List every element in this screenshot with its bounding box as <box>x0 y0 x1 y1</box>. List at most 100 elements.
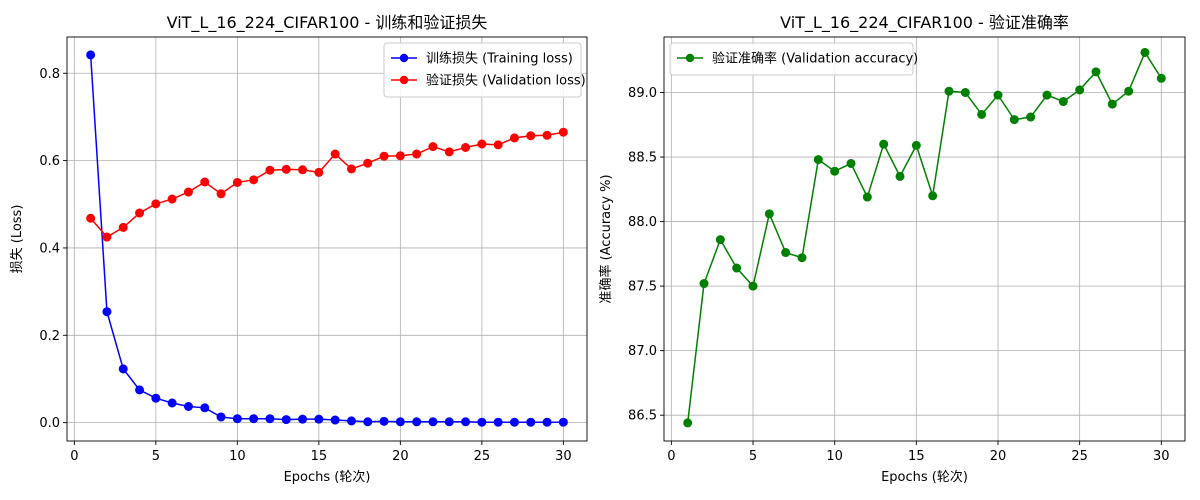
data-point <box>395 417 405 427</box>
data-point <box>748 281 758 291</box>
data-point <box>542 130 552 140</box>
data-point <box>461 417 471 427</box>
data-point <box>346 164 356 174</box>
y-tick-label: 88.0 <box>628 215 657 230</box>
data-point <box>1124 86 1134 96</box>
data-point <box>1107 99 1117 109</box>
data-point <box>558 417 568 427</box>
data-point <box>346 416 356 426</box>
data-point <box>960 88 970 98</box>
data-point <box>249 414 259 424</box>
y-tick-label: 0.8 <box>39 67 60 82</box>
data-point <box>444 417 454 427</box>
data-point <box>477 139 487 149</box>
chart-title: ViT_L_16_224_CIFAR100 - 验证准确率 <box>780 13 1069 33</box>
data-point <box>509 417 519 427</box>
data-point <box>542 417 552 427</box>
data-point <box>1009 115 1019 125</box>
y-tick-label: 0.6 <box>39 154 60 169</box>
plot-frame <box>663 36 1186 442</box>
y-tick-label: 87.0 <box>628 344 657 359</box>
data-point <box>1026 112 1036 122</box>
x-tick-label: 10 <box>229 449 246 464</box>
y-tick-label: 88.5 <box>628 151 657 166</box>
data-point <box>167 398 177 408</box>
data-point <box>928 191 938 201</box>
data-point <box>830 166 840 176</box>
data-point <box>102 307 112 317</box>
data-point <box>151 393 161 403</box>
data-point <box>444 147 454 157</box>
x-tick-label: 0 <box>70 449 78 464</box>
data-point <box>314 167 324 177</box>
x-tick-label: 25 <box>474 449 491 464</box>
data-point <box>330 415 340 425</box>
data-point <box>526 131 536 141</box>
y-axis-label: 损失 (Loss) <box>10 205 25 274</box>
data-point <box>797 253 807 263</box>
data-point <box>135 208 145 218</box>
data-point <box>412 417 422 427</box>
y-axis-label: 准确率 (Accuracy %) <box>598 174 614 303</box>
y-tick-label: 89.0 <box>628 86 657 101</box>
data-point <box>363 417 373 427</box>
x-tick-label: 15 <box>311 449 328 464</box>
data-point <box>477 417 487 427</box>
data-point <box>379 151 389 161</box>
data-point <box>281 164 291 174</box>
data-point <box>232 177 242 187</box>
data-point <box>879 139 889 149</box>
data-point <box>200 177 210 187</box>
data-point <box>379 416 389 426</box>
x-tick-label: 15 <box>908 449 925 464</box>
x-tick-label: 20 <box>392 449 409 464</box>
data-point <box>1140 47 1150 57</box>
data-point <box>493 417 503 427</box>
data-point <box>895 171 905 181</box>
legend-box <box>669 42 914 76</box>
y-tick-label: 0.2 <box>39 329 60 344</box>
legend-label-0: 训练损失 (Training loss) <box>426 52 573 67</box>
data-point <box>862 192 872 202</box>
data-point <box>509 133 519 143</box>
data-point <box>764 209 774 219</box>
data-point <box>1058 97 1068 107</box>
data-point <box>298 414 308 424</box>
data-point <box>151 199 161 209</box>
legend-label-0: 验证准确率 (Validation accuracy) <box>712 51 918 67</box>
data-point <box>461 142 471 152</box>
data-point <box>86 50 96 60</box>
loss-chart: 0 5 10 15 20 25 30 0.0 0.2 0.4 0.6 0.8 ViT_L_16_224_… <box>10 13 588 485</box>
legend-marker-0 <box>399 53 409 63</box>
legend-box <box>383 42 582 98</box>
x-axis-label: Epochs (轮次) <box>284 469 371 485</box>
data-point <box>993 90 1003 100</box>
data-point <box>813 155 823 165</box>
x-tick-label: 10 <box>826 449 843 464</box>
x-tick-label: 0 <box>667 449 675 464</box>
x-tick-label: 5 <box>152 449 160 464</box>
data-point <box>526 417 536 427</box>
data-point <box>249 175 259 185</box>
data-point <box>118 222 128 232</box>
data-point <box>216 412 226 422</box>
data-point <box>265 165 275 175</box>
data-point <box>1042 90 1052 100</box>
chart-title: ViT_L_16_224_CIFAR100 - 训练和验证损失 <box>167 13 488 33</box>
data-point <box>232 414 242 424</box>
plot-frame <box>66 36 588 442</box>
data-point <box>911 140 921 150</box>
x-tick-label: 30 <box>1153 449 1170 464</box>
data-point <box>715 235 725 245</box>
data-point <box>167 194 177 204</box>
data-point <box>944 86 954 96</box>
data-point <box>732 263 742 273</box>
data-point <box>86 213 96 223</box>
data-point <box>102 232 112 242</box>
data-point <box>683 418 693 428</box>
x-tick-label: 20 <box>990 449 1007 464</box>
legend-label-1: 验证损失 (Validation loss) <box>426 73 586 89</box>
data-point <box>781 248 791 258</box>
data-point <box>183 401 193 411</box>
data-point <box>363 158 373 168</box>
